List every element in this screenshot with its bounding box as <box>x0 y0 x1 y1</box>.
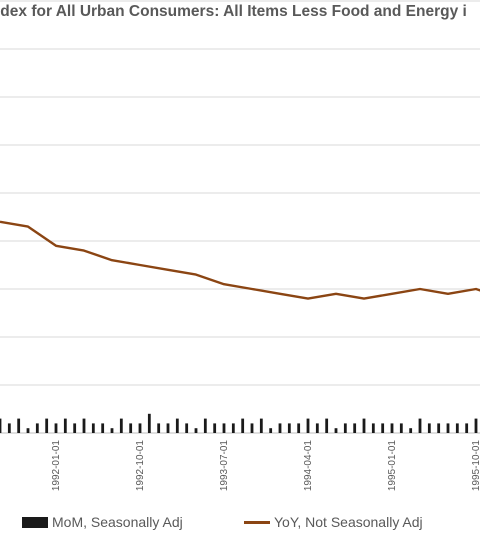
mom-bar <box>54 423 58 433</box>
legend-item-mom: MoM, Seasonally Adj <box>22 514 183 530</box>
mom-bar <box>110 428 114 433</box>
mom-bar <box>418 418 422 433</box>
mom-bar <box>194 428 198 433</box>
mom-bar <box>325 418 329 433</box>
mom-bar <box>147 413 151 433</box>
mom-bar <box>222 423 226 433</box>
gridlines <box>0 0 480 434</box>
mom-bar <box>17 418 21 433</box>
mom-bar <box>287 423 291 433</box>
x-tick-label: 1995-10-01 <box>471 440 480 492</box>
mom-bar <box>371 423 375 433</box>
mom-bar <box>306 418 310 433</box>
mom-bar <box>353 423 357 433</box>
mom-bar <box>175 418 179 433</box>
mom-bar <box>278 423 282 433</box>
mom-bar <box>381 423 385 433</box>
legend-label-yoy: YoY, Not Seasonally Adj <box>274 514 423 530</box>
legend: MoM, Seasonally Adj YoY, Not Seasonally … <box>0 514 480 534</box>
x-tick-label: 1992-01-01 <box>51 440 62 492</box>
x-tick-label: 1995-01-01 <box>387 440 398 492</box>
mom-bar <box>259 418 263 433</box>
mom-bar <box>437 423 441 433</box>
yoy-line <box>0 220 480 300</box>
mom-bar <box>203 418 207 433</box>
mom-bar <box>315 423 319 433</box>
mom-bar <box>213 423 217 433</box>
legend-swatch-mom <box>22 516 48 528</box>
mom-bar <box>465 423 469 433</box>
legend-label-mom: MoM, Seasonally Adj <box>52 514 183 530</box>
mom-bar <box>334 428 338 433</box>
mom-bar <box>409 428 413 433</box>
mom-bar <box>129 423 133 433</box>
mom-bar <box>91 423 95 433</box>
mom-bar <box>119 418 123 433</box>
chart-canvas: 1992-01-01 1992-10-01 1993-07-01 1994-04-01… <box>0 0 480 492</box>
mom-bar <box>45 418 49 433</box>
mom-bar <box>73 423 77 433</box>
legend-item-yoy: YoY, Not Seasonally Adj <box>244 514 423 530</box>
x-tick-label: 1992-10-01 <box>135 440 146 492</box>
mom-bar <box>82 418 86 433</box>
mom-bar <box>269 428 273 433</box>
mom-bar <box>390 423 394 433</box>
mom-bar <box>63 418 67 433</box>
mom-bar <box>455 423 459 433</box>
x-tick-labels: 1992-01-01 1992-10-01 1993-07-01 1994-04-01… <box>51 440 480 492</box>
mom-bars <box>0 413 478 433</box>
mom-bar <box>297 423 301 433</box>
mom-bar <box>241 418 245 433</box>
legend-swatch-yoy <box>244 520 270 524</box>
mom-bar <box>362 418 366 433</box>
mom-bar <box>427 423 431 433</box>
chart-title: ldex for All Urban Consumers: All Items … <box>0 3 467 20</box>
mom-bar <box>0 418 2 433</box>
mom-bar <box>7 423 11 433</box>
mom-bar <box>185 423 189 433</box>
mom-bar <box>250 423 254 433</box>
mom-bar <box>157 423 161 433</box>
mom-bar <box>474 418 478 433</box>
x-tick-label: 1994-04-01 <box>303 440 314 492</box>
mom-bar <box>446 423 450 433</box>
mom-bar <box>166 423 170 433</box>
mom-bar <box>35 423 39 433</box>
mom-bar <box>138 423 142 433</box>
mom-bar <box>101 423 105 433</box>
mom-bar <box>231 423 235 433</box>
mom-bar <box>343 423 347 433</box>
mom-bar <box>26 428 30 433</box>
x-tick-label: 1993-07-01 <box>219 440 230 492</box>
mom-bar <box>399 423 403 433</box>
